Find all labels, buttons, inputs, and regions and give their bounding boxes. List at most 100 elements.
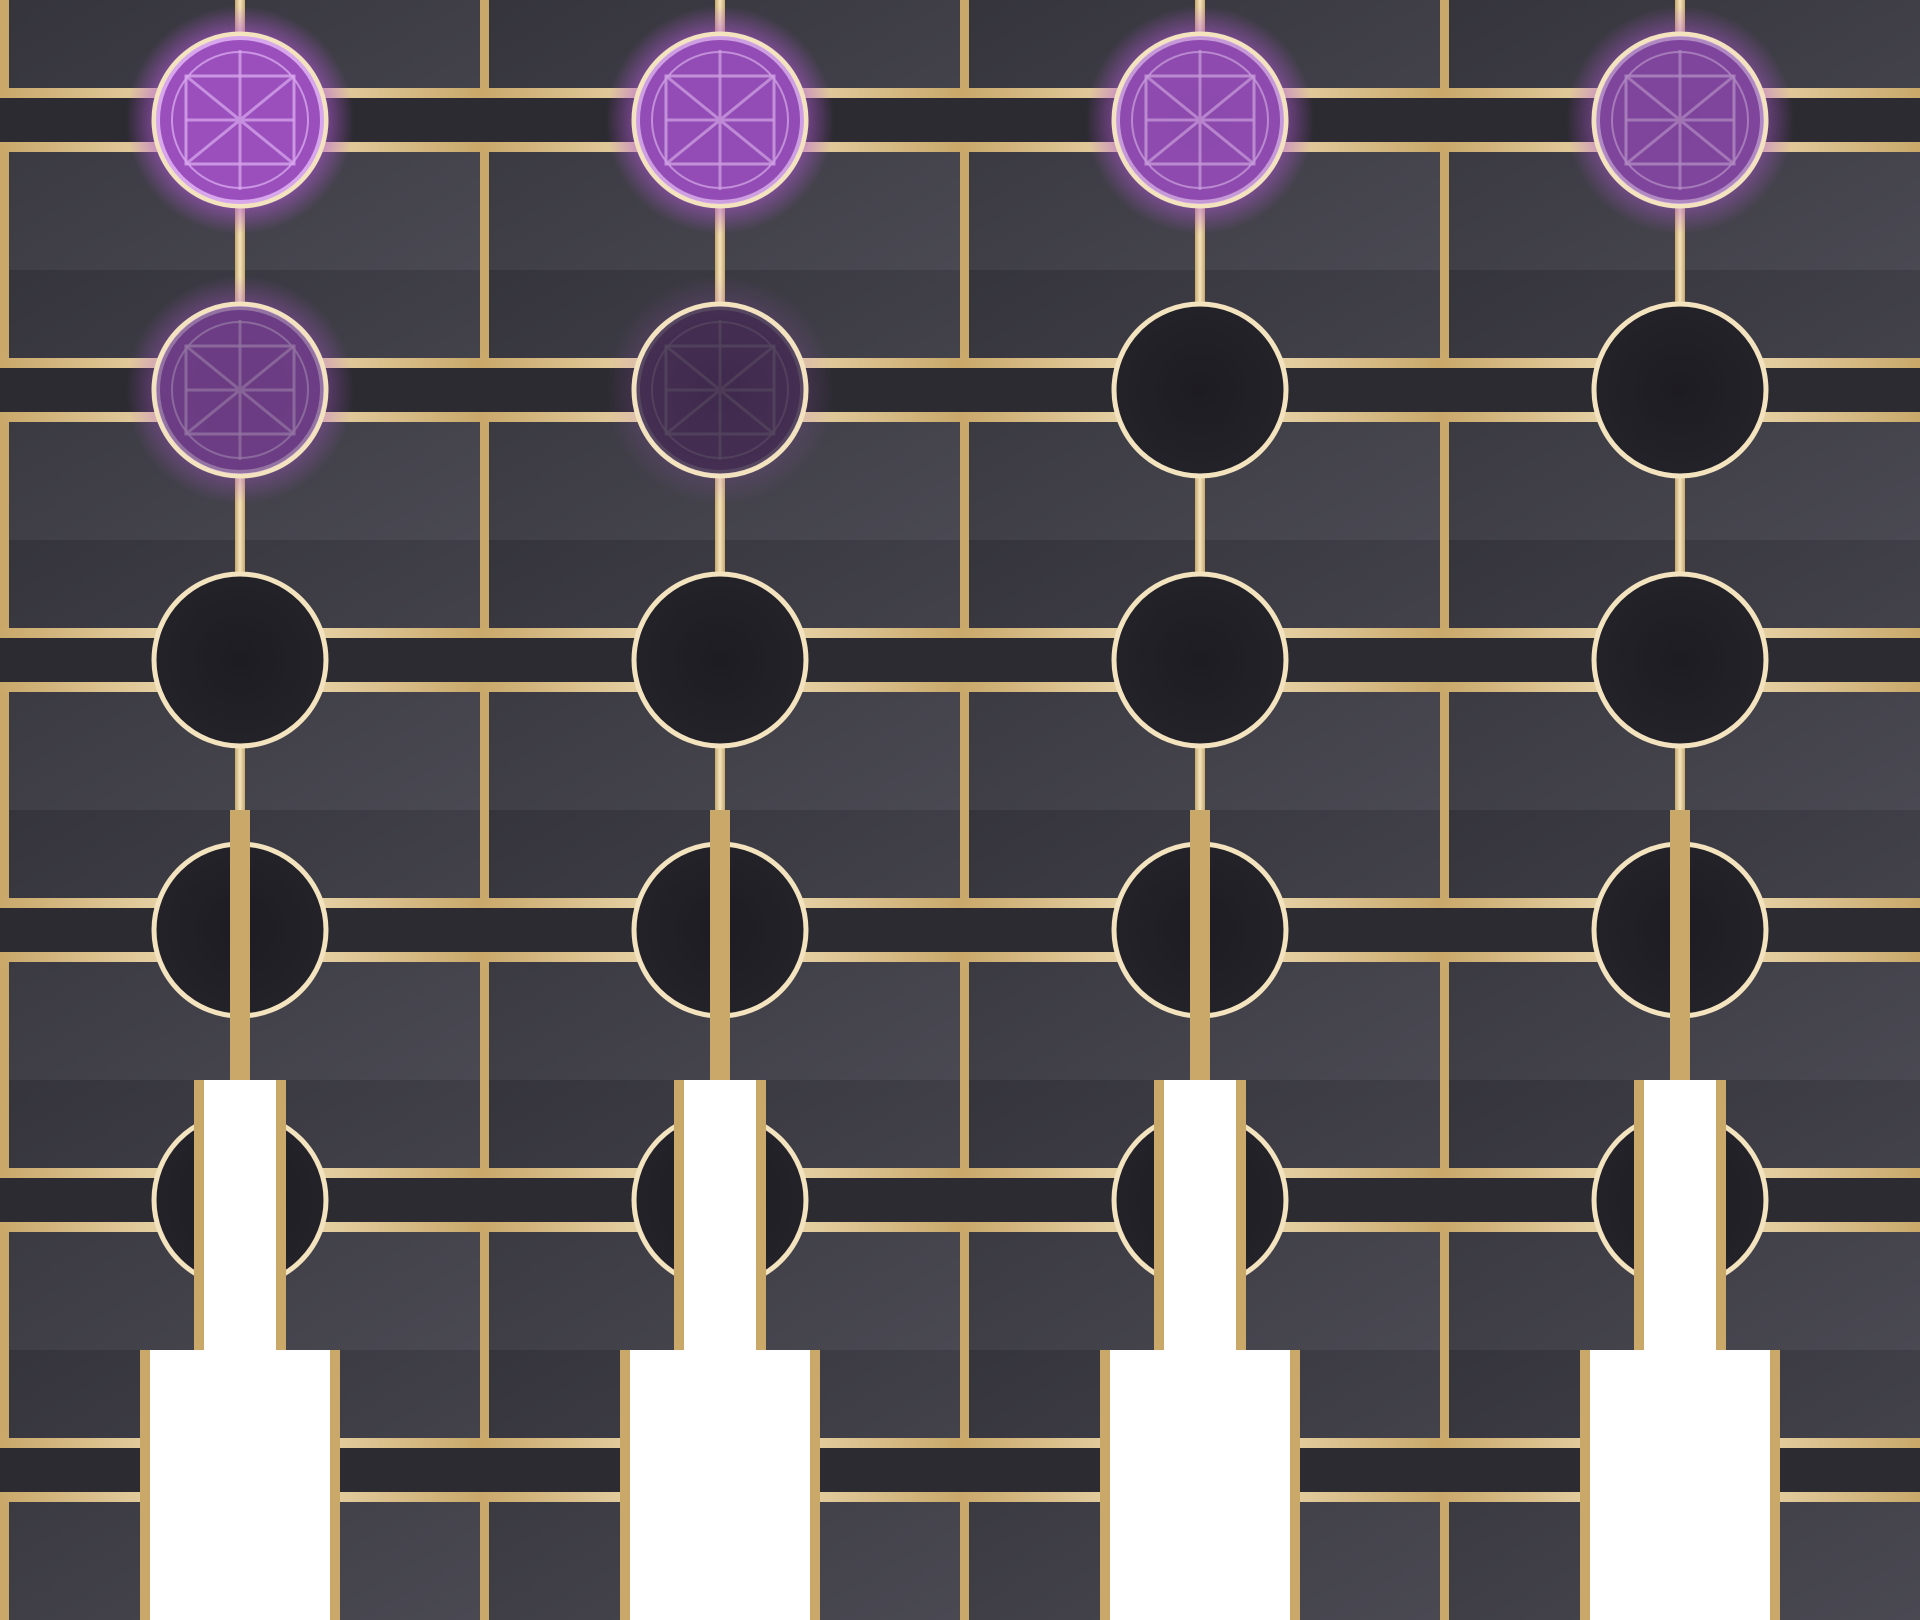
split-frame xyxy=(960,1350,1440,1620)
magic-seal-icon xyxy=(1596,36,1764,204)
tile-frame xyxy=(960,270,1440,540)
split-frame xyxy=(1440,810,1920,1080)
tile-frame xyxy=(960,540,1440,810)
track-vertical xyxy=(235,1350,245,1620)
track-rail-bottom xyxy=(960,952,1200,962)
tile-frame xyxy=(1440,270,1920,540)
track-vertical xyxy=(1675,1080,1685,1350)
split-half-right xyxy=(276,1080,480,1350)
split-half-right xyxy=(1200,810,1440,1080)
track-vertical xyxy=(1675,1350,1685,1620)
tile-frame xyxy=(480,0,960,270)
split-edge xyxy=(1154,1080,1164,1350)
split-half-right xyxy=(720,810,960,1080)
split-half-left xyxy=(1440,1080,1644,1350)
split-edge xyxy=(1634,1080,1644,1350)
split-edge xyxy=(810,1350,820,1620)
track-rail-top xyxy=(0,1168,204,1178)
node-disc xyxy=(1680,841,1769,1019)
split-edge xyxy=(756,1080,766,1350)
split-frame xyxy=(1440,1080,1920,1350)
track-band xyxy=(1770,1440,1920,1500)
split-frame xyxy=(0,1350,480,1620)
node-disc xyxy=(1591,1119,1644,1281)
track-rail-top xyxy=(1200,898,1440,908)
track-rail-bottom xyxy=(1440,1492,1590,1502)
node-disc xyxy=(1114,1384,1286,1556)
track-rail-bottom xyxy=(1200,952,1440,962)
track-band xyxy=(0,1440,150,1500)
node-disc xyxy=(151,571,329,749)
track-rail-top xyxy=(1716,1168,1920,1178)
split-edge xyxy=(140,1350,150,1620)
split-edge xyxy=(276,1080,286,1350)
track-rail-bottom xyxy=(720,952,960,962)
split-half-left xyxy=(960,810,1200,1080)
track-rail-bottom xyxy=(756,1222,960,1232)
split-edge xyxy=(1580,1350,1590,1620)
node-disc xyxy=(720,841,809,1019)
node-disc xyxy=(1591,841,1680,1019)
node-disc xyxy=(1591,571,1769,749)
tile-frame xyxy=(480,270,960,540)
magic-seal-icon xyxy=(156,36,324,204)
split-half-left xyxy=(0,810,240,1080)
split-half-right xyxy=(715,1080,960,1350)
node-disc xyxy=(1111,1119,1164,1281)
node-disc xyxy=(631,571,809,749)
track-rail-top xyxy=(0,898,240,908)
node-disc xyxy=(1111,841,1200,1019)
track-band xyxy=(330,1440,480,1500)
track-rail-bottom xyxy=(0,1222,204,1232)
track-rail-bottom xyxy=(1680,952,1920,962)
split-edge xyxy=(1100,1350,1110,1620)
tile-frame xyxy=(1440,540,1920,810)
split-frame xyxy=(1440,1350,1920,1620)
node-disc xyxy=(1594,1384,1766,1556)
node-disc xyxy=(276,1119,329,1281)
track-rail-top xyxy=(1236,1168,1440,1178)
split-half-right xyxy=(1594,1350,1920,1620)
split-half-right xyxy=(240,810,480,1080)
track-vertical xyxy=(715,1080,725,1350)
node-disc xyxy=(756,1119,809,1281)
track-rail-top xyxy=(960,898,1200,908)
split-half-left xyxy=(480,810,720,1080)
track-rail-bottom xyxy=(1770,1492,1920,1502)
track-rail-bottom xyxy=(276,1222,480,1232)
split-edge xyxy=(720,810,730,1080)
track-band xyxy=(1290,1440,1440,1500)
track-rail-top xyxy=(1290,1438,1440,1448)
split-frame xyxy=(0,810,480,1080)
track-rail-bottom xyxy=(480,1492,630,1502)
split-edge xyxy=(674,1080,684,1350)
node-disc xyxy=(634,1384,806,1556)
magic-seal-icon xyxy=(156,306,324,474)
split-edge xyxy=(1290,1350,1300,1620)
track-rail-bottom xyxy=(240,952,480,962)
track-rail-top xyxy=(276,1168,480,1178)
split-frame xyxy=(960,1080,1440,1350)
node-disc xyxy=(1111,301,1289,479)
node-disc xyxy=(154,1384,326,1556)
track-rail-top xyxy=(810,1438,960,1448)
track-vertical xyxy=(235,1350,245,1620)
split-edge xyxy=(620,1350,630,1620)
split-edge xyxy=(240,810,250,1080)
track-rail-top xyxy=(960,1168,1164,1178)
track-vertical xyxy=(1195,1080,1205,1350)
track-rail-bottom xyxy=(810,1492,960,1502)
split-half-right xyxy=(154,1350,480,1620)
track-rail-top xyxy=(330,1438,480,1448)
node-disc xyxy=(240,841,329,1019)
split-half-left xyxy=(1440,1350,1766,1620)
track-vertical xyxy=(715,1350,725,1620)
split-half-right xyxy=(1675,1080,1920,1350)
track-rail-top xyxy=(1440,1438,1590,1448)
node-disc xyxy=(154,1384,326,1556)
node-disc xyxy=(1594,1384,1766,1556)
node-disc xyxy=(631,841,720,1019)
split-edge xyxy=(330,1350,340,1620)
